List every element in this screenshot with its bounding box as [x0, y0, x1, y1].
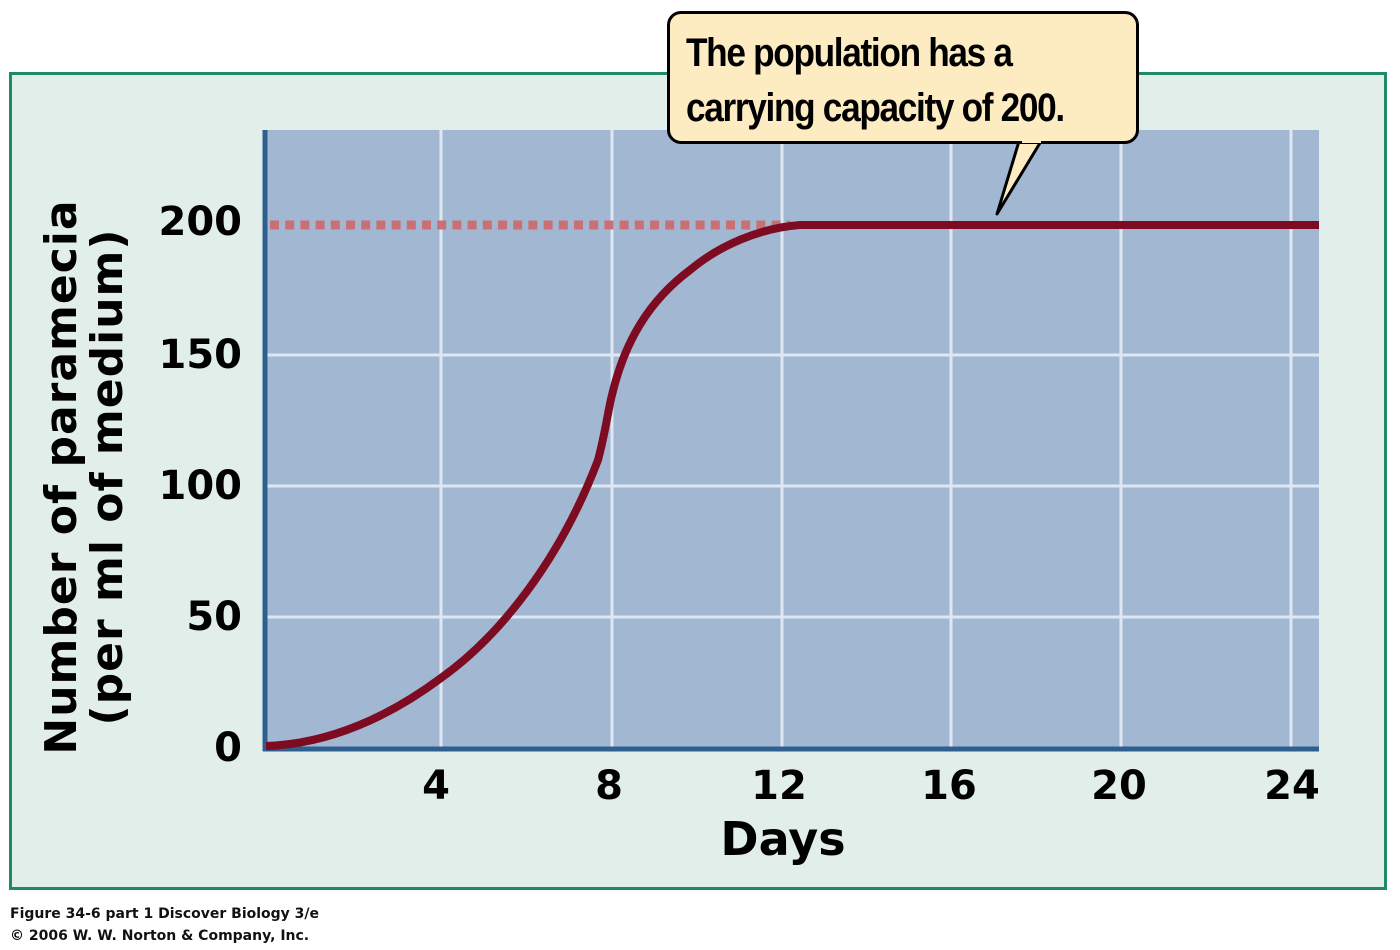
caption-line-2: © 2006 W. W. Norton & Company, Inc. [10, 928, 310, 944]
y-tick-100: 100 [158, 463, 243, 509]
callout-line-2: carrying capacity of 200. [686, 86, 1065, 130]
x-axis-label: Days [720, 812, 846, 866]
y-axis-label: Number of paramecia (per ml of medium) [30, 199, 140, 754]
y-axis-label-line-2: (per ml of medium) [82, 228, 133, 726]
x-tick-4: 4 [422, 763, 450, 809]
caption-line-1: Figure 34-6 part 1 Discover Biology 3/e [10, 906, 320, 922]
x-tick-16: 16 [921, 763, 977, 809]
x-tick-8: 8 [595, 763, 623, 809]
carrying-capacity-callout: The population has a carrying capacity o… [667, 11, 1139, 144]
horizontal-gridlines [266, 353, 1319, 619]
y-tick-200: 200 [158, 199, 243, 245]
y-tick-50: 50 [186, 594, 242, 640]
y-tick-150: 150 [158, 332, 243, 378]
x-tick-12: 12 [751, 763, 807, 809]
plot-area [263, 130, 1319, 750]
population-curve [265, 221, 1319, 750]
y-axis-label-line-1: Number of paramecia [36, 199, 87, 755]
figure-caption: Figure 34-6 part 1 Discover Biology 3/e … [10, 903, 319, 947]
x-tick-24: 24 [1264, 763, 1320, 809]
y-tick-0: 0 [214, 725, 242, 771]
x-tick-20: 20 [1091, 763, 1147, 809]
vertical-gridlines [439, 130, 1293, 748]
callout-line-1: The population has a [686, 31, 1013, 75]
